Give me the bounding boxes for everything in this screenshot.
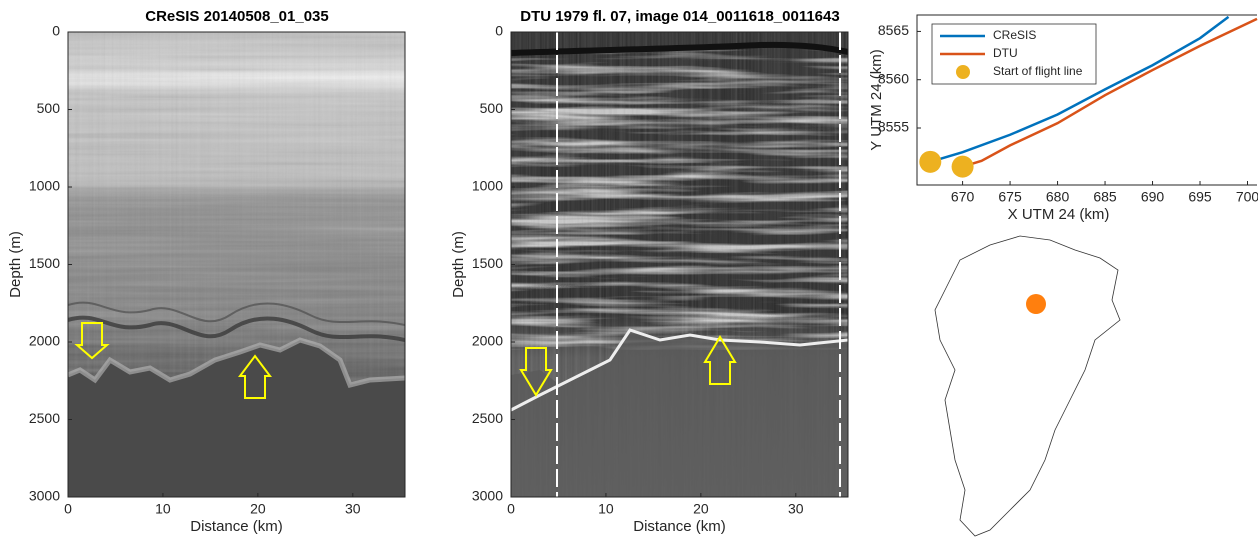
- y-axis-label: Depth (m): [450, 231, 467, 298]
- plot-area: [919, 15, 1258, 178]
- y-tick-label: 8555: [878, 119, 909, 135]
- x-tick-label: 20: [693, 501, 709, 517]
- y-tick-label: 3000: [29, 488, 60, 504]
- greenland-map: [934, 235, 1121, 537]
- legend-label: CReSIS: [993, 28, 1036, 42]
- legend-swatch: [956, 65, 970, 79]
- y-tick-label: 2500: [472, 410, 503, 426]
- x-axis-label: Distance (km): [190, 518, 283, 535]
- y-tick-label: 2000: [29, 333, 60, 349]
- axes-box: [916, 14, 1257, 186]
- x-tick-label: 0: [507, 501, 515, 517]
- y-tick-label: 8560: [878, 70, 909, 86]
- y-tick-label: 8565: [878, 22, 909, 38]
- x-axis-label: Distance (km): [633, 518, 726, 535]
- chart-title: CReSIS 20140508_01_035: [145, 8, 329, 25]
- radargram-image: [511, 32, 848, 497]
- x-tick-label: 30: [788, 501, 804, 517]
- x-tick-label: 680: [1046, 189, 1070, 205]
- x-tick-label: 0: [64, 501, 72, 517]
- y-tick-label: 2500: [29, 410, 60, 426]
- x-tick-label: 10: [598, 501, 614, 517]
- x-tick-label: 675: [998, 189, 1022, 205]
- y-tick-label: 500: [37, 100, 61, 116]
- y-tick-label: 1000: [472, 178, 503, 194]
- series-line: [929, 15, 1230, 164]
- x-tick-label: 20: [250, 501, 266, 517]
- y-tick-label: 3000: [472, 488, 503, 504]
- x-tick-label: 10: [155, 501, 171, 517]
- y-tick-label: 0: [495, 23, 503, 39]
- y-tick-label: 1000: [29, 178, 60, 194]
- x-tick-label: 30: [345, 501, 361, 517]
- start-marker: [919, 150, 942, 173]
- y-tick-label: 2000: [472, 333, 503, 349]
- start-marker: [951, 155, 974, 178]
- series-line: [962, 17, 1258, 168]
- x-axis-label: X UTM 24 (km): [1008, 206, 1110, 223]
- y-tick-label: 500: [480, 100, 504, 116]
- y-axis-label: Y UTM 24 (km): [868, 49, 885, 150]
- x-tick-label: 690: [1141, 189, 1165, 205]
- legend-label: DTU: [993, 46, 1018, 60]
- x-tick-label: 685: [1093, 189, 1117, 205]
- y-tick-label: 1500: [472, 255, 503, 271]
- chart-title: DTU 1979 fl. 07, image 014_0011618_00116…: [520, 8, 839, 25]
- y-tick-label: 0: [52, 23, 60, 39]
- legend: CReSIS DTU Start of flight line: [931, 23, 1097, 85]
- x-tick-label: 700: [1236, 189, 1258, 205]
- x-tick-label: 670: [951, 189, 975, 205]
- radargram-image: [68, 32, 405, 497]
- y-axis-label: Depth (m): [7, 231, 24, 298]
- x-tick-label: 695: [1188, 189, 1212, 205]
- legend-label: Start of flight line: [993, 64, 1083, 78]
- y-tick-label: 1500: [29, 255, 60, 271]
